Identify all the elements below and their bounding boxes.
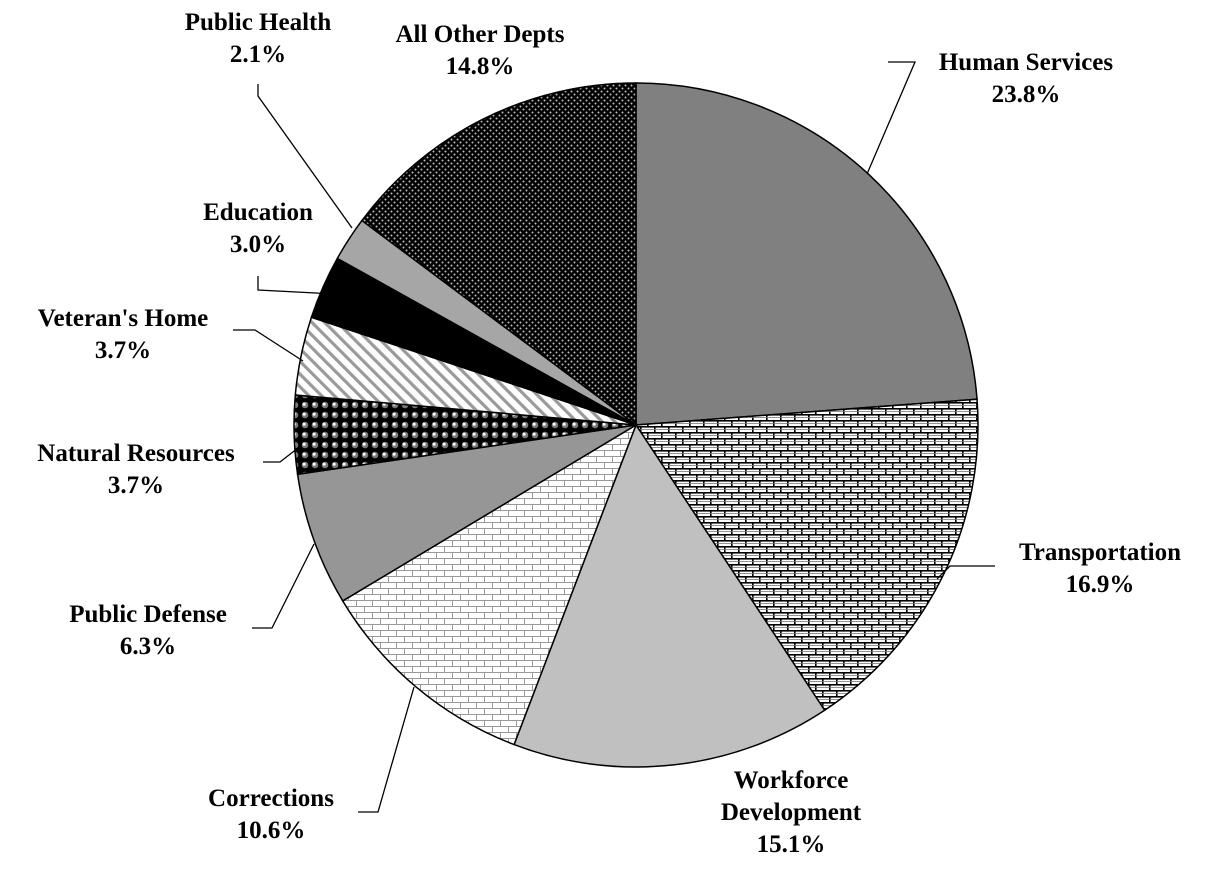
slice-label-natural-resources: Natural Resources 3.7% bbox=[37, 440, 235, 499]
leader-lines bbox=[233, 61, 995, 813]
leader-line-education bbox=[257, 276, 336, 295]
slice-name-natural-resources: Natural Resources bbox=[37, 440, 235, 467]
slice-value-public-defense: 6.3% bbox=[120, 633, 176, 660]
slice-value-all-other-depts: 14.8% bbox=[446, 53, 515, 80]
slice-name-all-other-depts: All Other Depts bbox=[396, 21, 565, 48]
pie-slice-public-defense bbox=[296, 424, 637, 602]
pie-slice-corrections bbox=[341, 423, 638, 746]
leader-line-veteran-s-home bbox=[233, 329, 304, 362]
leader-line-natural-resources bbox=[263, 447, 299, 463]
slice-label-workforce-development: Workforce Development 15.1% bbox=[721, 767, 862, 858]
slice-value-public-health: 2.1% bbox=[230, 41, 286, 68]
slice-name-transportation: Transportation bbox=[1019, 539, 1181, 566]
slice-label-human-services: Human Services 23.8% bbox=[939, 49, 1114, 108]
slice-label-public-defense: Public Defense 6.3% bbox=[69, 601, 227, 660]
slice-name-education: Education bbox=[203, 199, 313, 226]
leader-line-public-defense bbox=[252, 543, 315, 629]
slice-value-natural-resources: 3.7% bbox=[108, 472, 164, 499]
slice-label-all-other-depts: All Other Depts 14.8% bbox=[396, 21, 565, 80]
pie-slice-transportation bbox=[634, 398, 979, 712]
slice-name-human-services: Human Services bbox=[939, 49, 1114, 76]
pie-slice-all-other-depts bbox=[360, 82, 637, 427]
slice-name-public-defense: Public Defense bbox=[69, 601, 227, 628]
pie-slices bbox=[293, 82, 979, 768]
slice-label-education: Education 3.0% bbox=[203, 199, 313, 258]
slice-name-veteran-s-home: Veteran's Home bbox=[38, 305, 209, 332]
leader-line-public-health bbox=[257, 84, 353, 229]
slice-name-corrections: Corrections bbox=[208, 785, 334, 812]
slice-labels: Human Services 23.8% Transportation 16.9% Wo… bbox=[37, 9, 1181, 858]
slice-label-corrections: Corrections 10.6% bbox=[208, 785, 334, 844]
pie-slice-human-services bbox=[635, 82, 978, 426]
leader-line-human-services bbox=[866, 61, 916, 175]
slice-label-transportation: Transportation 16.9% bbox=[1019, 539, 1181, 598]
leader-line-corrections bbox=[358, 686, 415, 813]
leader-line-transportation bbox=[936, 565, 995, 580]
slice-value-corrections: 10.6% bbox=[237, 817, 306, 844]
slice-name-public-health: Public Health bbox=[185, 9, 332, 36]
slice-value-transportation: 16.9% bbox=[1066, 571, 1135, 598]
slice-value-workforce-development: 15.1% bbox=[757, 831, 826, 858]
slice-label-veteran-s-home: Veteran's Home 3.7% bbox=[38, 305, 209, 364]
slice-value-education: 3.0% bbox=[230, 231, 286, 258]
slice-name-workforce-development: Workforce bbox=[734, 767, 849, 794]
pie-slice-workforce-development bbox=[513, 423, 826, 768]
slice-label-public-health: Public Health 2.1% bbox=[185, 9, 332, 68]
slice-value-veteran-s-home: 3.7% bbox=[95, 337, 151, 364]
slice-name-workforce-development: Development bbox=[721, 799, 862, 826]
slice-value-human-services: 23.8% bbox=[992, 81, 1061, 108]
